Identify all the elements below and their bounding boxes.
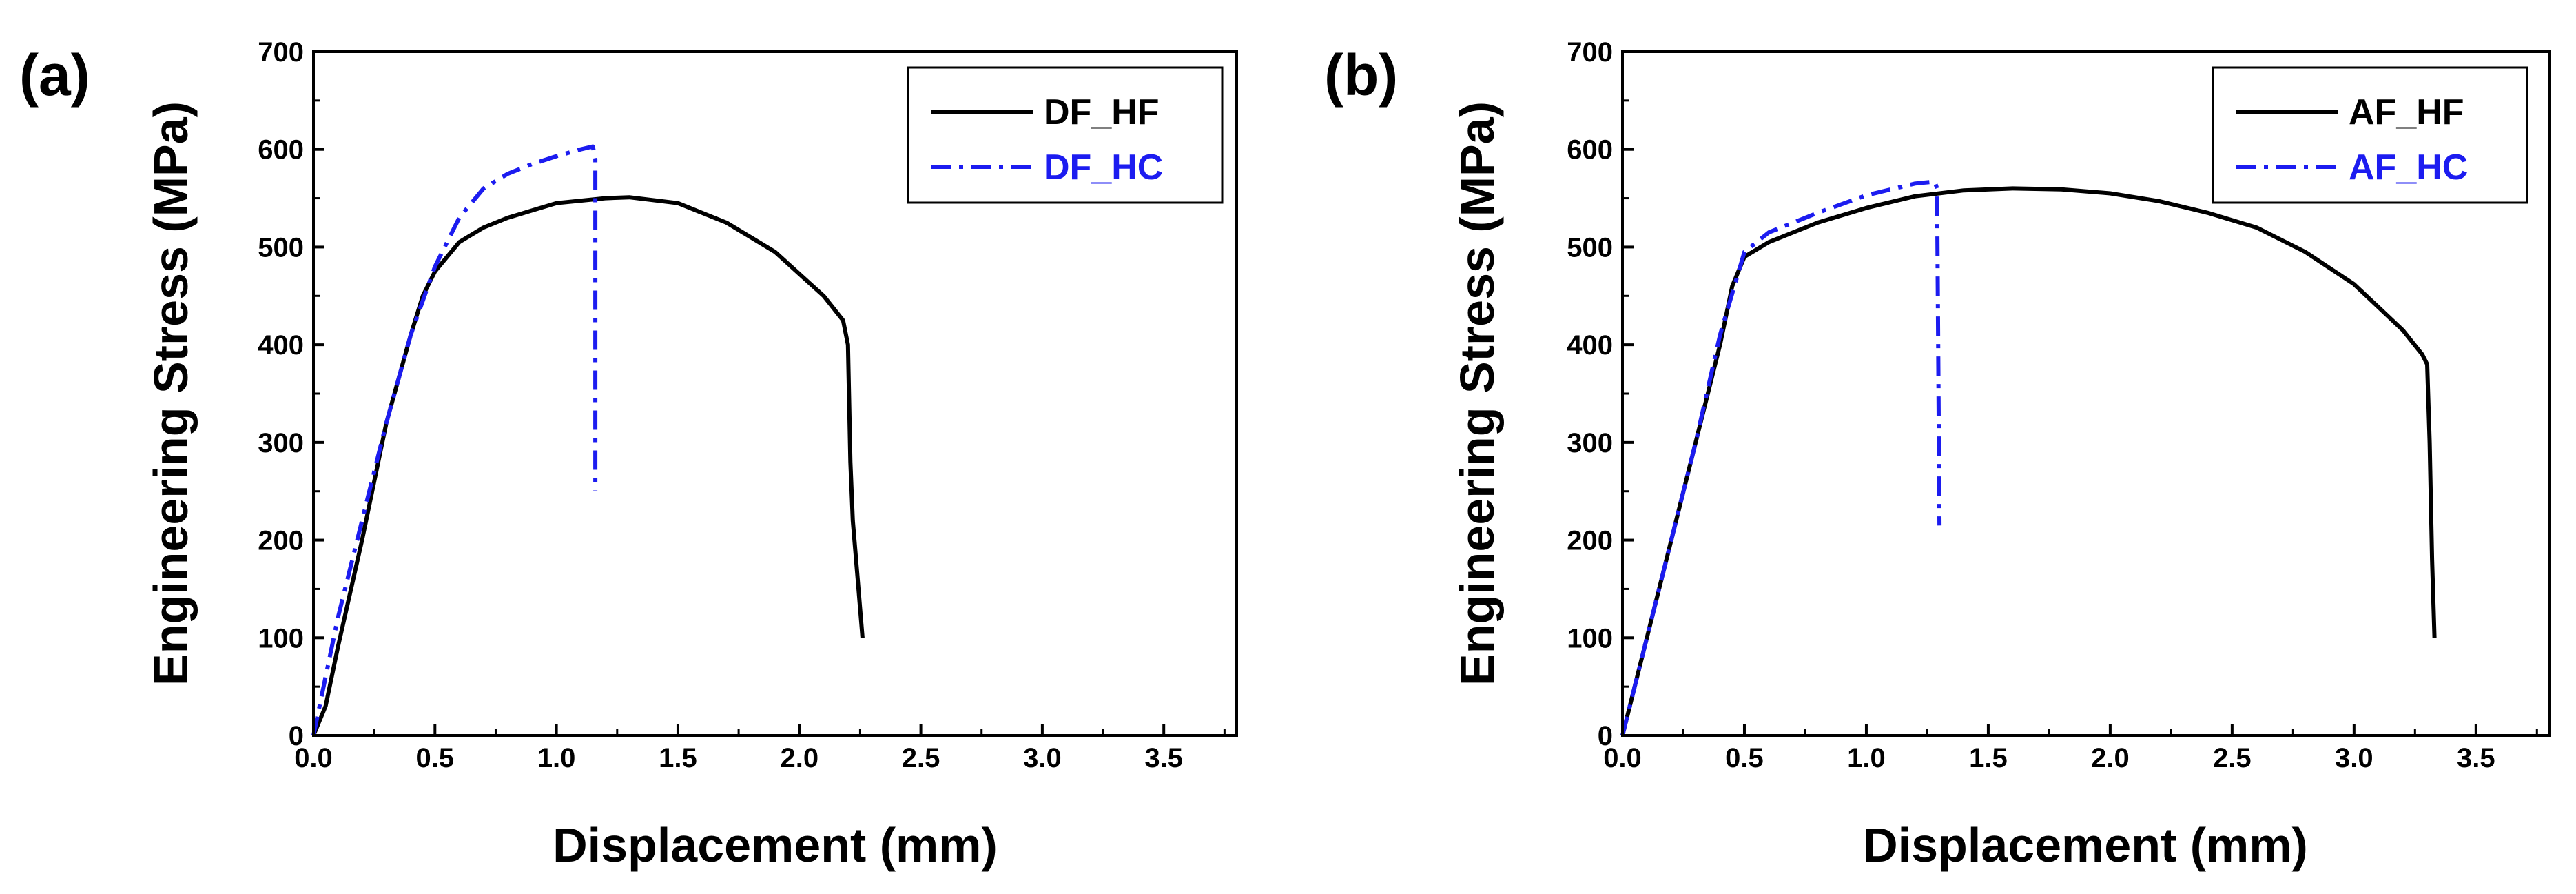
- panel-b-x-tick-label: 2.0: [2091, 743, 2130, 773]
- panel-a-y-tick-label: 700: [258, 37, 304, 68]
- panel-b-x-tick-label: 1.5: [1969, 743, 2008, 773]
- panel-a-x-tick-label: 3.5: [1144, 743, 1183, 773]
- panel-b-legend-label-af-hc: AF_HC: [2349, 148, 2468, 187]
- panel-b-y-tick-label: 600: [1567, 135, 1613, 165]
- series-line-af-hc: [1620, 179, 1942, 736]
- panel-b-tick-labels: 0.0 0.5 1.0 1.5 2.0 2.5 3.0 3.5 0 100 200 300 400 500…: [1567, 37, 2495, 773]
- panel-a-frame: [312, 50, 1238, 737]
- panel-a-y-tick-label: 400: [258, 330, 304, 360]
- panel-a-x-tick-label: 1.5: [659, 743, 697, 773]
- panel-a-legend-box: [907, 66, 1224, 204]
- panel-b-x-tick-label: 1.0: [1847, 743, 1886, 773]
- panel-a-y-tick-label: 200: [258, 526, 304, 556]
- panel-a-x-tick-label: 3.0: [1023, 743, 1062, 773]
- panel-a-y-tick-label: 300: [258, 428, 304, 458]
- panel-a-legend-label-df-hc: DF_HC: [1044, 148, 1163, 187]
- panel-a-y-tick-label: 100: [258, 623, 304, 653]
- panel-a: (a) 0.0 0.5 1.0 1.5 2.0 2.5 3.0 3.5 0 100 200 300 40…: [19, 37, 1238, 872]
- panel-b-x-tick-label: 0.5: [1725, 743, 1764, 773]
- panel-b-label: (b): [1324, 43, 1398, 108]
- panel-a-x-tick-label: 0.5: [416, 743, 455, 773]
- panel-b-y-tick-label: 200: [1567, 526, 1613, 556]
- series-line-df-hf: [311, 195, 865, 737]
- panel-b-x-tick-label: 3.0: [2335, 743, 2373, 773]
- panel-b-y-tick-label: 500: [1567, 232, 1613, 263]
- panel-a-series: [311, 144, 865, 737]
- panel-a-label: (a): [19, 43, 90, 108]
- panel-b-y-tick-label: 700: [1567, 37, 1613, 68]
- panel-b-series: [1620, 179, 2437, 736]
- series-line-df-hc: [311, 144, 598, 736]
- panel-a-x-tick-label: 2.0: [780, 743, 818, 773]
- panel-b-y-tick-label: 0: [1598, 721, 1613, 751]
- panel-a-y-axis-title: Engineering Stress (MPa): [144, 101, 198, 686]
- panel-b-legend-box: [2212, 66, 2528, 204]
- panel-b-x-tick-label: 0.0: [1603, 743, 1642, 773]
- panel-a-legend: DF_HF DF_HC: [907, 66, 1224, 204]
- panel-a-x-tick-label: 1.0: [537, 743, 576, 773]
- panel-b-x-axis-title: Displacement (mm): [1863, 818, 2308, 872]
- panel-b-y-tick-label: 100: [1567, 623, 1613, 653]
- panel-a-y-tick-label: 600: [258, 135, 304, 165]
- panel-a-x-axis-title: Displacement (mm): [553, 818, 998, 872]
- panel-b-x-tick-label: 3.5: [2457, 743, 2495, 773]
- panel-a-tick-labels: 0.0 0.5 1.0 1.5 2.0 2.5 3.0 3.5 0 100 200 300 400 500…: [258, 37, 1183, 773]
- panel-b-y-tick-label: 300: [1567, 428, 1613, 458]
- panel-b-y-tick-label: 400: [1567, 330, 1613, 360]
- panel-b-legend-label-af-hf: AF_HF: [2349, 92, 2464, 132]
- panel-a-legend-label-df-hf: DF_HF: [1044, 92, 1160, 132]
- panel-b-x-tick-label: 2.5: [2213, 743, 2252, 773]
- panel-b: (b) 0.0 0.5 1.0 1.5 2.0 2.5 3.0 3.5 0 100 200 300 40…: [1324, 37, 2551, 872]
- panel-b-y-axis-title: Engineering Stress (MPa): [1450, 101, 1504, 686]
- panel-b-legend: AF_HF AF_HC: [2212, 66, 2528, 204]
- panel-a-y-tick-label: 500: [258, 232, 304, 263]
- panel-a-x-tick-label: 2.5: [902, 743, 940, 773]
- panel-b-frame: [1621, 50, 2551, 737]
- panel-a-y-tick-label: 0: [289, 721, 304, 751]
- panel-a-x-tick-label: 0.0: [294, 743, 333, 773]
